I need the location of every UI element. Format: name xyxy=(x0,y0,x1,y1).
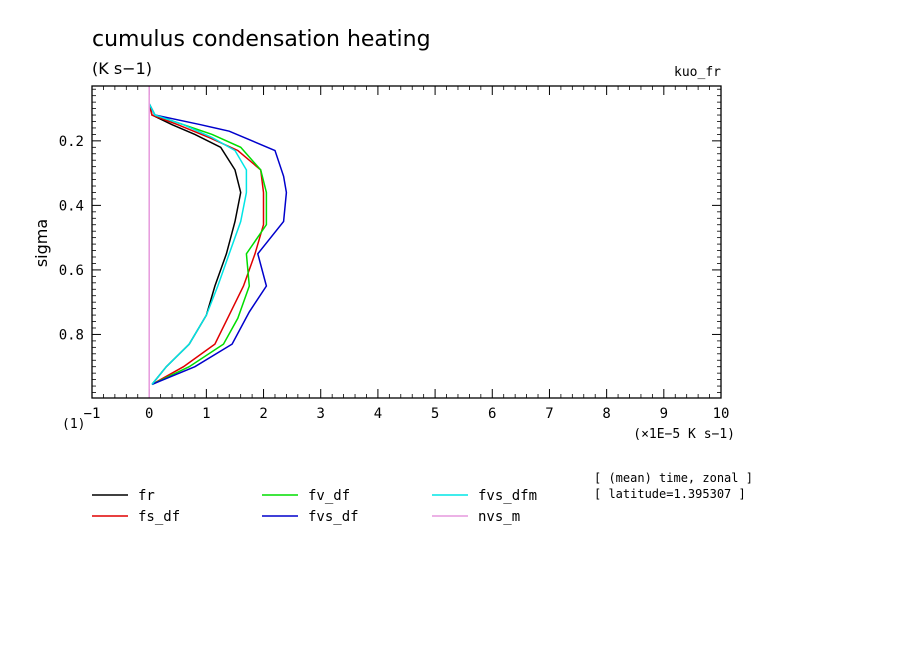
axis-ticks xyxy=(91,86,722,398)
x-tick-label: 4 xyxy=(374,406,382,422)
legend-label-fr: fr xyxy=(138,488,155,504)
legend-label-fs-df: fs_df xyxy=(138,509,180,525)
x-axis-label: (×1E−5 K s−1) xyxy=(633,427,735,442)
x-tick-label: 8 xyxy=(602,406,610,422)
x-tick-label: 9 xyxy=(660,406,668,422)
series-line-fvs-dfm xyxy=(148,103,248,385)
x-axis-note: (1) xyxy=(62,417,85,432)
plot-series xyxy=(148,86,288,398)
x-tick-label: 10 xyxy=(713,406,730,422)
chart-units: (K s−1) xyxy=(92,59,152,78)
legend-label-fvs-dfm: fvs_dfm xyxy=(478,488,537,504)
legend: fr fs_df fv_df fvs_df fvs_dfm nvs_m xyxy=(92,488,537,525)
info-line-latitude: [ latitude=1.395307 ] xyxy=(594,487,746,501)
x-tick-label: 2 xyxy=(259,406,267,422)
info-line-time: [ (mean) time, zonal ] xyxy=(594,471,753,485)
variable-name: kuo_fr xyxy=(674,65,721,80)
y-tick-label: 0.4 xyxy=(59,198,84,214)
legend-label-fv-df: fv_df xyxy=(308,488,350,504)
x-tick-label: 6 xyxy=(488,406,496,422)
x-tick-label: 3 xyxy=(317,406,325,422)
x-tick-label: −1 xyxy=(84,406,101,422)
legend-label-fvs-df: fvs_df xyxy=(308,509,359,525)
y-tick-label: 0.8 xyxy=(59,327,84,343)
chart-title: cumulus condensation heating xyxy=(92,27,431,52)
legend-label-nvs-m: nvs_m xyxy=(478,509,520,525)
series-line-fv-df xyxy=(148,103,268,386)
y-tick-label: 0.6 xyxy=(59,263,84,279)
x-tick-label: 7 xyxy=(545,406,553,422)
plot-frame xyxy=(91,85,722,399)
x-tick-label: 0 xyxy=(145,406,153,422)
y-axis-label: sigma xyxy=(32,219,51,267)
y-tick-label: 0.2 xyxy=(59,134,84,150)
series-line-fvs-df xyxy=(148,103,288,386)
axis-tick-labels: −1 0 1 2 3 4 5 6 7 8 9 10 0.2 0.4 0.6 0.8 xyxy=(59,134,730,422)
x-tick-label: 5 xyxy=(431,406,439,422)
series-line-fs-df xyxy=(148,103,265,386)
x-tick-label: 1 xyxy=(202,406,210,422)
